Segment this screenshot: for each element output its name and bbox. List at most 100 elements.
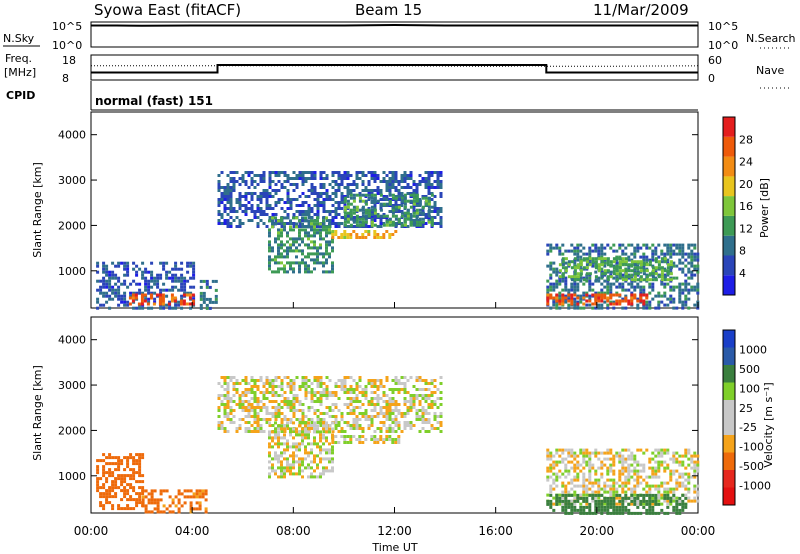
power-data-cell-4 (283, 270, 286, 274)
power-data-cell-3 (286, 198, 290, 201)
power-data-cell-6 (346, 205, 350, 209)
power-data-cell-3 (256, 210, 260, 213)
power-data-cell-9 (618, 266, 622, 270)
power-data-cell-3 (346, 171, 350, 174)
power-data-cell-9 (657, 275, 661, 279)
power-data-cell-8 (636, 299, 640, 303)
power-data-cell-8 (609, 302, 613, 306)
vel-data-cell-0 (117, 507, 121, 511)
power-data-cell-3 (397, 195, 401, 198)
vel-data-cell-2 (439, 412, 443, 415)
vel-data-cell-2 (355, 385, 359, 388)
vel-data-cell-6 (603, 505, 607, 509)
vel-data-cell-5 (603, 484, 607, 488)
vel-data-cell-2 (382, 415, 386, 418)
power-data-cell-4 (298, 231, 301, 235)
power-data-cell-7 (639, 246, 643, 250)
vel-data-cell-2 (334, 406, 338, 409)
vel-data-cell-5 (579, 463, 583, 467)
power-data-cell-3 (265, 198, 269, 201)
vel-data-cell-5 (672, 499, 676, 503)
power-data-cell-0 (123, 279, 127, 283)
vel-data-cell-2 (337, 379, 341, 382)
power-data-cell-0 (123, 303, 127, 307)
vel-data-cell-5 (564, 484, 568, 488)
power-data-cell-6 (403, 220, 407, 224)
vel-data-cell-0 (141, 456, 145, 460)
vel-data-cell-5 (600, 451, 604, 455)
vel-data-cell-2 (286, 403, 290, 406)
power-data-cell-5 (373, 230, 377, 233)
power-data-cell-3 (217, 222, 221, 225)
power-data-cell-3 (325, 189, 329, 192)
power-data-cell-7 (591, 306, 595, 310)
power-data-cell-7 (633, 252, 637, 256)
power-data-cell-7 (678, 249, 682, 253)
power-data-cell-3 (409, 192, 413, 195)
vel-data-cell-1 (150, 510, 154, 514)
vel-data-cell-2 (355, 388, 359, 391)
power-data-cell-4 (310, 225, 313, 229)
power-data-cell-3 (328, 219, 332, 222)
vel-data-cell-6 (561, 508, 565, 512)
vel-data-cell-2 (424, 430, 428, 433)
vel-data-cell-2 (301, 385, 305, 388)
power-data-cell-9 (615, 257, 619, 261)
vel-data-cell-5 (573, 466, 577, 470)
vel-data-cell-2 (340, 379, 344, 382)
power-data-cell-5 (376, 236, 380, 239)
vel-data-cell-2 (364, 388, 368, 391)
power-data-cell-7 (573, 303, 577, 307)
power-data-cell-4 (268, 249, 271, 253)
vel-data-cell-2 (421, 427, 425, 430)
power-data-cell-0 (123, 282, 127, 286)
power-data-cell-4 (283, 243, 286, 247)
power-data-cell-3 (391, 186, 395, 189)
vel-data-cell-6 (621, 511, 625, 515)
vel-data-cell-2 (421, 388, 425, 391)
power-data-cell-9 (561, 263, 565, 267)
vel-data-cell-5 (609, 490, 613, 494)
power-data-cell-8 (558, 302, 562, 306)
vel-data-cell-6 (576, 508, 580, 512)
power-data-cell-9 (660, 278, 664, 282)
vel-data-cell-5 (582, 451, 586, 455)
vel-data-cell-2 (256, 418, 260, 421)
vel-data-cell-5 (618, 496, 622, 500)
vel-data-cell-5 (648, 466, 652, 470)
power-data-cell-6 (349, 202, 353, 206)
vel-data-cell-5 (687, 478, 691, 482)
power-data-cell-3 (337, 189, 341, 192)
power-data-cell-3 (436, 183, 440, 186)
vel-data-cell-2 (232, 409, 236, 412)
vel-data-cell-0 (99, 495, 103, 499)
vel-data-cell-0 (102, 483, 106, 487)
power-data-cell-4 (325, 225, 328, 229)
power-data-cell-7 (636, 246, 640, 250)
power-data-cell-7 (570, 288, 574, 292)
vel-data-cell-5 (558, 502, 562, 506)
vel-data-cell-2 (418, 400, 422, 403)
vel-data-cell-2 (364, 397, 368, 400)
power-data-cell-6 (370, 217, 374, 221)
power-data-cell-3 (304, 201, 308, 204)
power-data-cell-7 (627, 258, 631, 262)
power-data-cell-3 (301, 171, 305, 174)
vel-data-cell-2 (253, 382, 257, 385)
power-data-cell-3 (244, 192, 248, 195)
vel-data-cell-3 (322, 421, 325, 425)
power-data-cell-3 (268, 207, 272, 210)
vel-data-cell-5 (684, 472, 688, 476)
power-data-cell-7 (633, 246, 637, 250)
power-data-cell-7 (636, 282, 640, 286)
vel-data-cell-2 (256, 388, 260, 391)
vel-data-cell-6 (654, 502, 658, 506)
power-data-cell-1 (182, 302, 186, 306)
vel-data-cell-2 (379, 412, 383, 415)
power-data-cell-1 (191, 293, 195, 297)
vel-data-cell-3 (319, 451, 322, 455)
power-data-cell-9 (609, 260, 613, 264)
vel-data-cell-2 (220, 403, 224, 406)
vel-data-cell-5 (561, 457, 565, 461)
vel-data-cell-2 (328, 379, 332, 382)
